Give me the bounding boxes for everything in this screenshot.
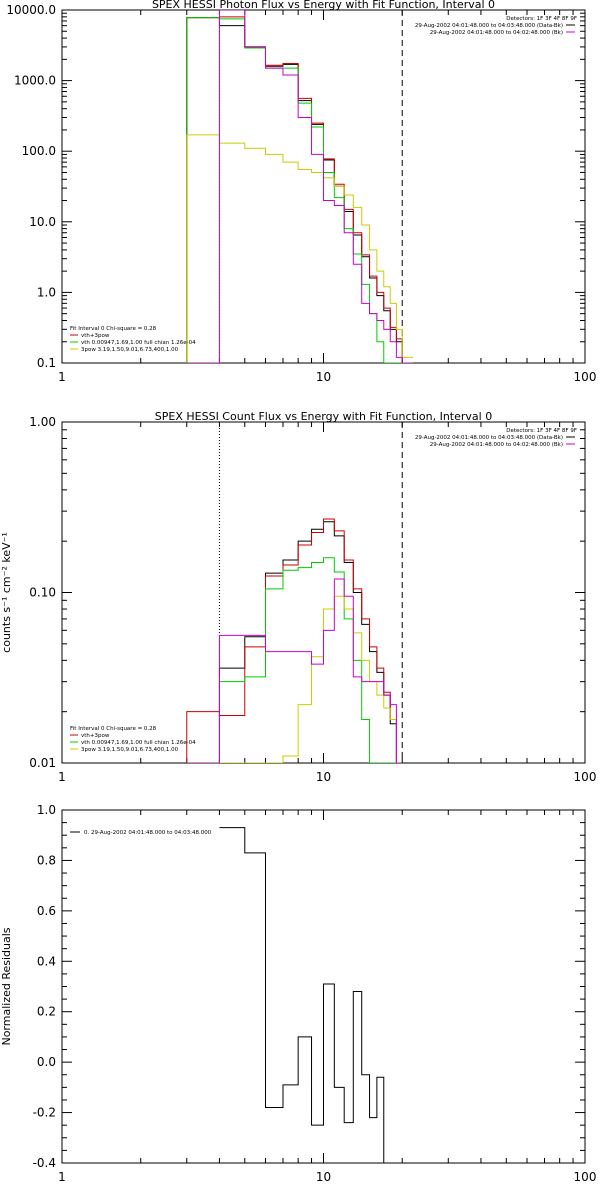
y-tick-label: -0.4 [33,1156,56,1170]
y-tick-label: 0.2 [37,1005,56,1019]
chart-title: SPEX HESSI Photon Flux vs Energy with Fi… [152,0,495,11]
fit-legend-entry: vth+3pow [81,733,110,739]
series-line-1 [186,16,414,363]
header-line: 29-Aug-2002 04:01:48.000 to 04:02:48.000… [430,30,563,36]
fit-legend-entry: vth+3pow [81,333,110,339]
y-tick-label: -0.2 [33,1106,56,1120]
x-tick-label: 1 [58,370,66,384]
x-tick-label: 10 [316,770,331,784]
y-tick-label: 0.0 [37,1055,56,1069]
fit-legend-entry: 3pow 3.19,1.50,9.01,6.73,400,1.00 [81,347,179,353]
y-tick-label: 10000.0 [6,3,56,17]
y-tick-label: 1.0 [37,803,56,817]
x-tick-label: 10 [316,370,331,384]
series-line-3 [186,595,403,763]
y-tick-label: 100.0 [22,144,56,158]
fit-legend-title: Fit Interval 0 Chi-square = 0.28 [70,726,157,732]
y-axis-label: counts s⁻¹ cm⁻² keV⁻¹ [0,532,13,653]
series-line-4 [186,10,414,363]
y-tick-label: 0.6 [37,904,56,918]
y-axis-label: Normalized Residuals [0,927,13,1045]
series-group [219,827,403,1163]
y-tick-label: 1000.0 [14,74,56,88]
series-line-2 [186,557,403,763]
series-line-4 [186,578,403,763]
x-tick-label: 100 [574,370,597,384]
y-tick-label: 10.0 [29,215,56,229]
y-tick-label: 0.4 [37,954,56,968]
y-tick-label: 0.1 [37,356,56,370]
series-line-0 [219,827,403,1163]
series-line-3 [186,134,414,363]
fit-legend-entry: vth 0.00947,1.69,1.00 full chian 1.26e-0… [81,740,196,746]
fit-legend-entry: 3pow 3.19,1.50,9.01,6.73,400,1.00 [81,747,179,753]
y-tick-label: 1.00 [29,415,56,429]
x-tick-label: 10 [316,1170,331,1184]
x-tick-label: 1 [58,1170,66,1184]
x-tick-label: 100 [574,770,597,784]
fit-legend-entry: vth 0.00947,1.69,1.00 full chian 1.26e-0… [81,340,196,346]
detectors-label: Detectors: 1F 3F 4F 8F 9F [506,428,577,434]
header-line: 29-Aug-2002 04:01:48.000 to 04:03:48.000… [415,23,563,29]
series-group [186,10,414,363]
detectors-label: Detectors: 1F 3F 4F 8F 9F [506,16,577,22]
x-tick-label: 1 [58,770,66,784]
x-tick-label: 100 [574,1170,597,1184]
series-line-0 [186,17,414,363]
fit-legend-title: Fit Interval 0 Chi-square = 0.28 [70,326,157,332]
series-line-2 [186,17,414,363]
header-line: 29-Aug-2002 04:01:48.000 to 04:03:48.000… [415,435,563,441]
series-group [186,518,403,763]
y-tick-label: 0.01 [29,756,56,770]
legend-entry: 0. 29-Aug-2002 04:01:48.000 to 04:03:48.… [84,830,212,836]
series-line-1 [186,518,403,763]
panel-1: SPEX HESSI Count Flux vs Energy with Fit… [0,410,596,784]
header-line: 29-Aug-2002 04:01:48.000 to 04:02:48.000… [430,442,563,448]
chart-title: SPEX HESSI Count Flux vs Energy with Fit… [155,410,492,423]
y-tick-label: 1.0 [37,285,56,299]
panel-2: 1 10 100 -0.4 -0.2 0.0 0.2 0.4 0.6 0.8 1.0 Normaliz… [0,803,596,1184]
plot-frame [61,421,586,764]
y-tick-label: 0.10 [29,586,56,600]
panel-0: SPEX HESSI Photon Flux vs Energy with Fi… [6,0,596,384]
y-tick-label: 0.8 [37,853,56,867]
